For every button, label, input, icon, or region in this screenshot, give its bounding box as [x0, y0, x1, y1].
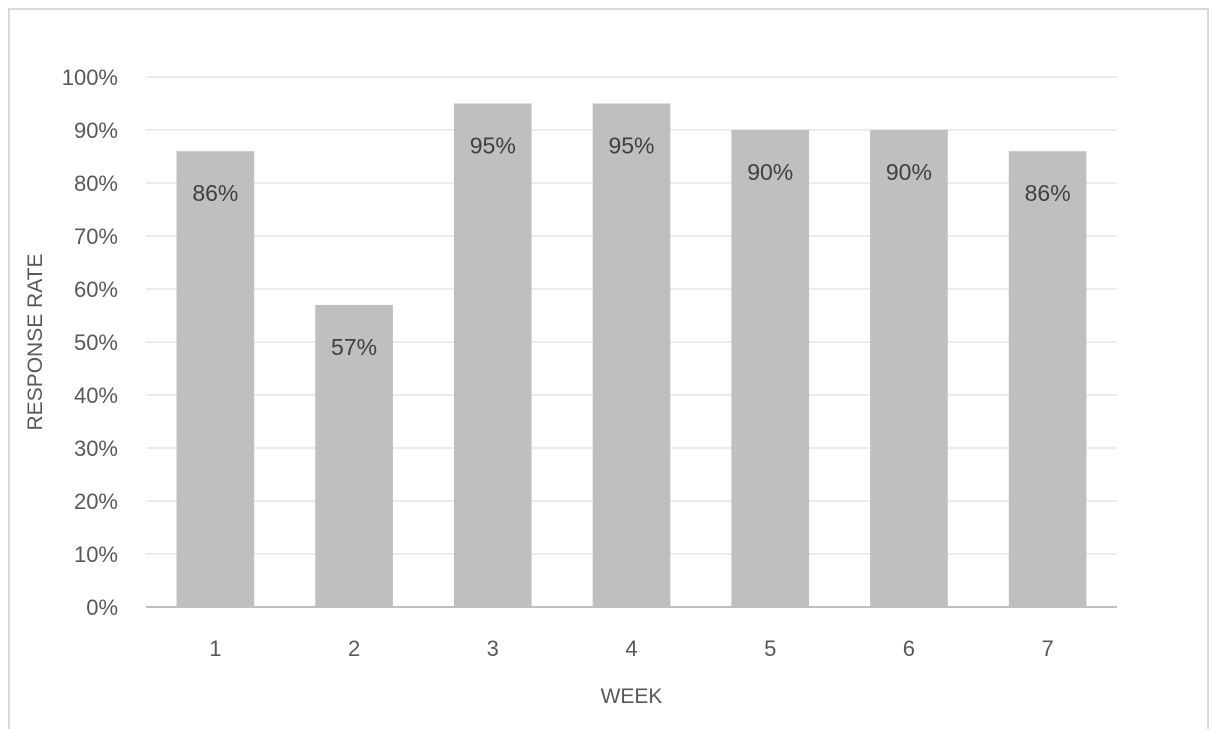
- data-label: 57%: [331, 334, 377, 360]
- data-label: 90%: [886, 159, 932, 185]
- data-label: 95%: [470, 133, 516, 159]
- data-label: 90%: [747, 159, 793, 185]
- x-tick-label: 5: [764, 636, 776, 661]
- y-tick-label: 40%: [74, 383, 118, 408]
- bar: [453, 103, 532, 607]
- data-label: 95%: [608, 133, 654, 159]
- x-tick-labels: 1 2 3 4 5 6 7: [209, 636, 1054, 661]
- y-tick-label: 80%: [74, 171, 118, 196]
- y-tick-label: 50%: [74, 330, 118, 355]
- y-tick-label: 10%: [74, 542, 118, 567]
- bar: [870, 130, 948, 607]
- y-tick-label: 90%: [74, 118, 118, 143]
- x-axis-title: WEEK: [601, 685, 663, 708]
- x-tick-label: 7: [1042, 636, 1054, 661]
- data-labels: 86% 57% 95% 95% 90% 90% 86%: [192, 133, 1070, 360]
- y-tick-label: 100%: [62, 65, 118, 90]
- y-tick-label: 30%: [74, 436, 118, 461]
- bar: [176, 151, 255, 607]
- x-tick-label: 3: [487, 636, 499, 661]
- y-axis-title: RESPONSE RATE: [24, 254, 47, 431]
- x-tick-label: 1: [209, 636, 221, 661]
- bar: [1008, 151, 1087, 607]
- bar: [315, 304, 393, 607]
- y-tick-labels: 0% 10% 20% 30% 40% 50% 60% 70% 80% 90% 100%: [62, 65, 118, 620]
- y-tick-label: 70%: [74, 224, 118, 249]
- x-tick-label: 6: [903, 636, 915, 661]
- y-tick-label: 0%: [86, 595, 118, 620]
- bar: [592, 103, 671, 607]
- x-tick-label: 2: [348, 636, 360, 661]
- data-label: 86%: [192, 180, 238, 206]
- x-tick-label: 4: [625, 636, 637, 661]
- y-tick-label: 60%: [74, 277, 118, 302]
- y-tick-label: 20%: [74, 489, 118, 514]
- bar: [731, 130, 810, 607]
- bars: [176, 103, 1087, 607]
- data-label: 86%: [1025, 180, 1071, 206]
